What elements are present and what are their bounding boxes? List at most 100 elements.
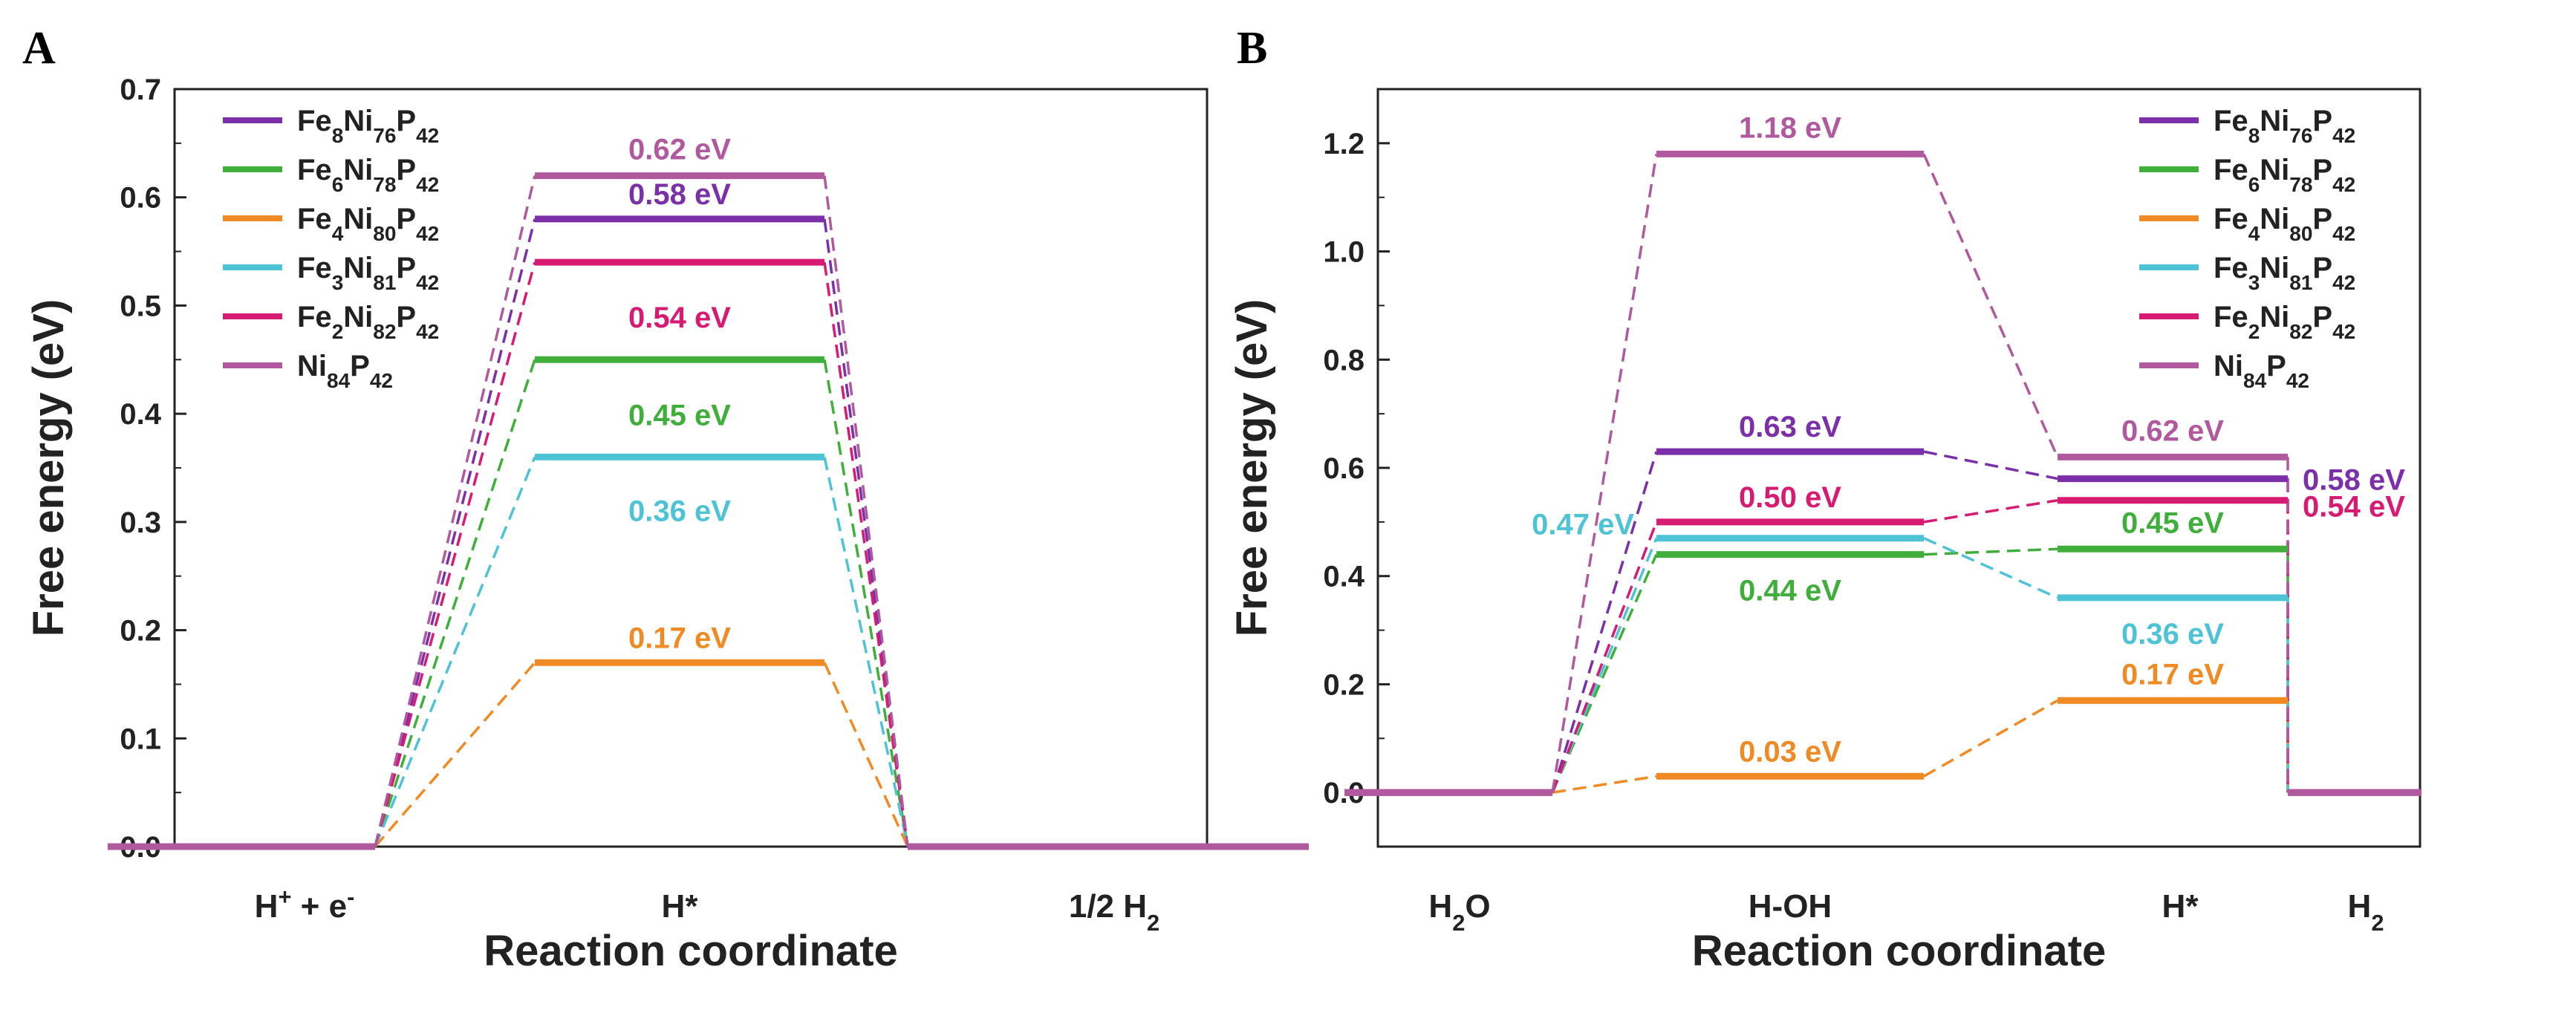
legend-label-part: Fe [297, 154, 332, 186]
state-label-main: H-OH [1749, 888, 1832, 925]
y-tick-label: 1.2 [1323, 128, 1365, 160]
legend-label: Ni84P42 [297, 350, 393, 392]
state-label: H2O [1428, 888, 1490, 936]
legend-label-part: 4 [332, 222, 344, 245]
legend-label-part: Fe [2214, 252, 2248, 284]
legend-label-part: 80 [2289, 222, 2312, 245]
legend-label-part: P [396, 301, 416, 333]
legend-label: Fe2Ni82P42 [297, 301, 439, 343]
value-label: 0.17 eV [2121, 658, 2224, 691]
legend-label: Ni84P42 [2214, 350, 2309, 392]
series-connector [823, 662, 909, 847]
legend-label-part: 3 [2248, 271, 2260, 294]
state-label-sup: + [278, 884, 291, 910]
value-label: 0.36 eV [628, 495, 731, 527]
x-axis-label: Reaction coordinate [1692, 927, 2107, 975]
series-connector [823, 359, 909, 847]
series-connector [374, 456, 536, 847]
legend-label-part: 81 [2289, 271, 2312, 294]
y-tick-label: 0.4 [120, 398, 161, 431]
legend-label-part: 81 [373, 271, 396, 294]
legend-label-part: 42 [2332, 124, 2355, 147]
value-label: 0.58 eV [2303, 464, 2405, 497]
legend-label-part: 2 [332, 320, 344, 343]
legend-label-part: 42 [370, 369, 393, 392]
legend-label-part: P [350, 350, 370, 382]
legend-label-part: Ni [2260, 105, 2289, 137]
y-axis-label: Free energy (eV) [25, 299, 73, 637]
series-connector [1923, 699, 2058, 778]
state-label-main: H [2348, 888, 2372, 925]
legend-label: Fe3Ni81P42 [2214, 252, 2355, 294]
series-group [1344, 150, 2421, 796]
y-tick-label: 0.8 [1323, 344, 1365, 377]
y-tick-label: 1.0 [1323, 236, 1365, 269]
legend-label-part: Fe [297, 301, 332, 333]
series-connector [1551, 154, 1658, 793]
series-connector [374, 175, 536, 847]
legend-label-part: Ni [2260, 154, 2289, 186]
legend-label-part: Fe [2214, 301, 2248, 333]
legend-label-part: P [2312, 203, 2332, 235]
legend-label-part: 42 [416, 124, 439, 147]
value-label: 0.63 eV [1739, 411, 1841, 443]
legend-label-part: P [396, 252, 416, 284]
legend-label-part: 76 [2289, 124, 2312, 147]
legend-label-part: Fe [297, 203, 332, 235]
y-tick-label: 0.1 [120, 723, 161, 755]
legend-label-part: 2 [2248, 320, 2260, 343]
legend-label-part: 84 [327, 369, 351, 392]
legend-label-part: Ni [343, 105, 373, 137]
series-connector [1923, 547, 2058, 556]
legend-label-part: 78 [2289, 173, 2312, 196]
legend-label: Fe6Ni78P42 [297, 154, 439, 196]
legend-label-part: 8 [332, 124, 344, 147]
legend-label: Fe6Ni78P42 [2214, 154, 2355, 196]
legend-label-part: 42 [2332, 320, 2355, 343]
series-connector [823, 457, 909, 847]
legend-label-part: Fe [2214, 154, 2248, 186]
legend-label-part: 80 [373, 222, 396, 245]
x-axis-label: Reaction coordinate [484, 927, 898, 975]
legend-label-part: P [2266, 350, 2286, 382]
legend-label-part: Ni [343, 203, 373, 235]
y-tick-label: 0.2 [120, 615, 161, 648]
value-label: 0.54 eV [2303, 491, 2405, 524]
state-label-main: H* [662, 888, 699, 925]
y-tick-label: 0.6 [120, 182, 161, 215]
legend-label-part: 84 [2243, 369, 2267, 392]
legend-label-part: 78 [373, 173, 396, 196]
state-label-main: H* [2162, 888, 2199, 925]
series-connector [374, 261, 536, 847]
state-label-main: H [255, 888, 279, 925]
legend-label-part: P [396, 203, 416, 235]
legend-label-part: Fe [297, 105, 332, 137]
state-label-sub: 2 [2371, 910, 2384, 936]
legend-label-part: 82 [2289, 320, 2312, 343]
state-label-mid: + e [291, 888, 347, 925]
legend-label: Fe2Ni82P42 [2214, 301, 2355, 343]
value-label: 0.62 eV [628, 134, 731, 166]
value-label: 0.45 eV [2121, 506, 2224, 539]
legend-label-part: P [396, 105, 416, 137]
legend-label-part: 42 [416, 173, 439, 196]
legend-label-part: P [2312, 154, 2332, 186]
legend-label-part: 42 [416, 271, 439, 294]
series-connector [823, 175, 909, 847]
series-connector [1923, 537, 2058, 599]
legend-label-part: P [2312, 105, 2332, 137]
legend-label-part: 6 [2248, 173, 2260, 196]
series-connector [1551, 553, 1658, 793]
value-label: 0.58 eV [628, 178, 731, 211]
value-label: 0.36 eV [2121, 618, 2224, 651]
series-connector [1922, 153, 2059, 458]
legend-label-part: Ni [2260, 252, 2289, 284]
legend-label: Fe8Ni76P42 [297, 105, 439, 147]
legend-label: Fe3Ni81P42 [297, 252, 439, 294]
y-tick-label: 0.4 [1323, 561, 1365, 593]
legend-label: Fe4Ni80P42 [2214, 203, 2355, 245]
series-connector [823, 218, 909, 847]
legend-label-part: 82 [373, 320, 396, 343]
